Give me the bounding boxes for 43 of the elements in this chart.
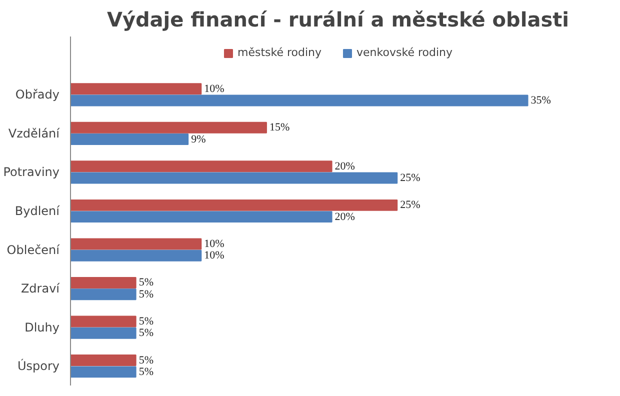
bar (70, 160, 332, 172)
bar (70, 327, 136, 339)
bar (70, 277, 136, 288)
data-label: 15% (269, 122, 290, 134)
data-label: 5% (138, 316, 154, 328)
data-label: 5% (138, 276, 154, 289)
data-label: 20% (334, 160, 355, 172)
bar (70, 134, 189, 145)
y-tick-label: Dluhy (24, 320, 60, 334)
data-label: 5% (138, 354, 154, 366)
y-tick-label: Oblečení (6, 242, 60, 257)
chart-title: Výdaje financí - rurální a městské oblasti (106, 8, 570, 32)
data-label: 20% (334, 210, 355, 223)
bar (70, 316, 136, 328)
y-tick-label: Vzdělání (8, 126, 60, 140)
bar (70, 83, 202, 95)
data-label: 5% (138, 288, 154, 300)
bar (70, 366, 136, 378)
bar (70, 250, 202, 262)
data-label: 10% (204, 238, 224, 250)
legend-label: venkovské rodiny (356, 46, 453, 59)
y-tick-label: Potraviny (3, 165, 60, 180)
bar (70, 199, 398, 211)
bar (70, 172, 398, 184)
data-label: 9% (191, 133, 206, 146)
y-tick-label: Bydlení (14, 204, 60, 218)
data-label: 25% (400, 199, 420, 212)
bar (70, 354, 136, 366)
data-label: 10% (204, 250, 224, 262)
y-tick-label: Obřady (15, 88, 60, 102)
data-label: 10% (204, 82, 224, 95)
data-label: 5% (138, 366, 154, 378)
data-label: 5% (138, 327, 154, 340)
data-label: 35% (530, 94, 551, 106)
bar (70, 122, 267, 134)
data-label: 25% (400, 172, 420, 184)
bar (70, 288, 136, 300)
bar (70, 211, 332, 223)
bar (70, 94, 528, 106)
y-tick-label: Zdraví (20, 282, 60, 296)
y-tick-label: Úspory (17, 358, 60, 374)
bar (70, 238, 202, 250)
legend-label: městské rodiny (237, 46, 322, 59)
